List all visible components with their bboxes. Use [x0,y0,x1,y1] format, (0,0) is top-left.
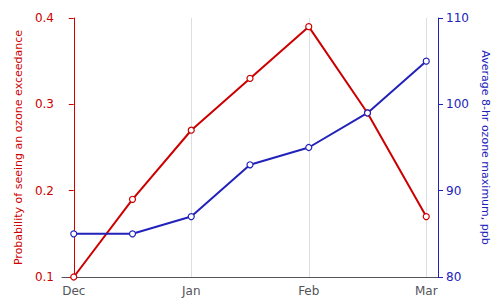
svg-text:80: 80 [446,270,461,284]
svg-text:0.4: 0.4 [35,11,54,25]
svg-text:Average 8-hr ozone maximum, pp: Average 8-hr ozone maximum, ppb [479,50,492,244]
svg-text:110: 110 [446,11,469,25]
svg-text:Jan: Jan [181,284,201,298]
svg-text:0.3: 0.3 [35,97,54,111]
svg-text:Feb: Feb [298,284,319,298]
svg-text:Dec: Dec [62,284,85,298]
svg-text:0.2: 0.2 [35,184,54,198]
svg-text:Mar: Mar [415,284,438,298]
svg-text:0.1: 0.1 [35,270,54,284]
svg-text:100: 100 [446,97,469,111]
svg-text:90: 90 [446,184,461,198]
svg-text:Probability of seeing an ozone: Probability of seeing an ozone exceedanc… [12,30,25,265]
